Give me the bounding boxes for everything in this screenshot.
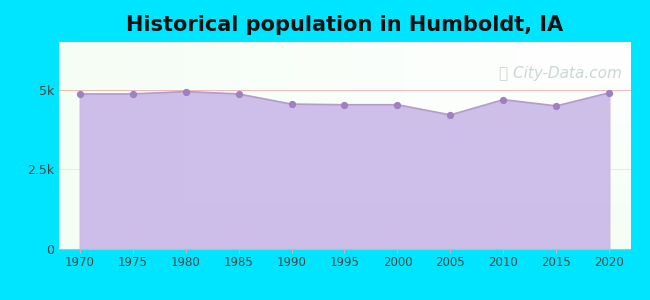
- Point: [233, 92, 244, 96]
- Point: [75, 92, 85, 96]
- Point: [445, 112, 456, 117]
- Point: [604, 90, 614, 95]
- Title: Historical population in Humboldt, IA: Historical population in Humboldt, IA: [126, 15, 563, 35]
- Point: [339, 102, 350, 107]
- Text: ⓘ City-Data.com: ⓘ City-Data.com: [499, 66, 622, 80]
- Point: [551, 103, 562, 108]
- Point: [287, 102, 297, 106]
- Point: [392, 102, 402, 107]
- Point: [498, 97, 508, 102]
- Point: [181, 89, 191, 94]
- Point: [127, 92, 138, 96]
